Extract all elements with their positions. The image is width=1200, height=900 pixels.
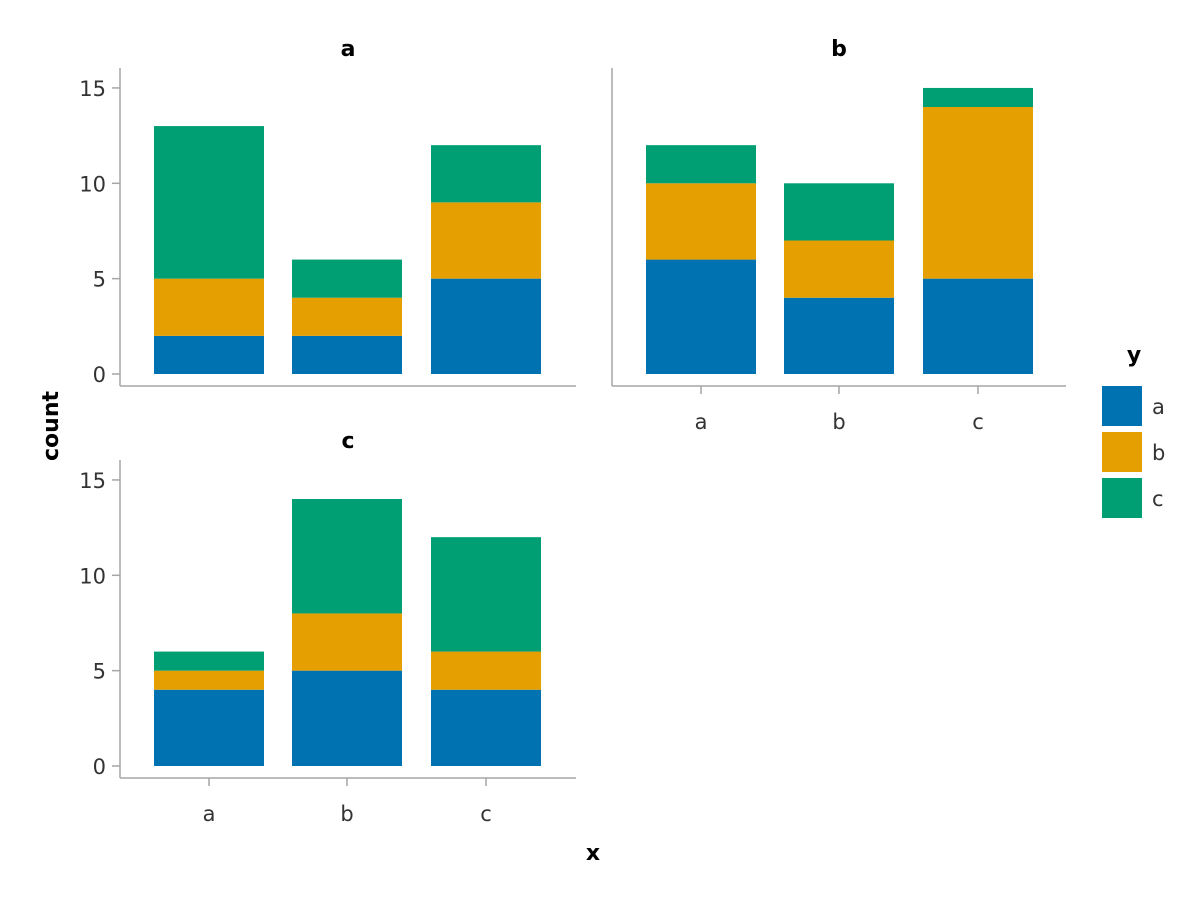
bar-segment-b-c (784, 183, 894, 241)
y-tick-label: 0 (93, 363, 106, 387)
bar-segment-b-a (292, 335, 402, 374)
y-axis-title: count (39, 391, 64, 461)
bar-segment-b-b (784, 240, 894, 298)
bar-segment-a-b (154, 278, 264, 336)
bar-segment-a-b (154, 670, 264, 690)
x-tick-label: c (480, 802, 492, 826)
bar-segment-b-a (292, 670, 402, 766)
x-tick-label: c (972, 410, 984, 434)
bar-segment-a-a (154, 689, 264, 766)
x-axis-title: x (586, 841, 600, 866)
bar-segment-a-a (154, 335, 264, 374)
legend-swatch-b (1102, 432, 1142, 472)
legend-swatch-c (1102, 478, 1142, 518)
y-tick-label: 15 (79, 77, 106, 101)
bar-segment-b-a (784, 297, 894, 374)
legend-label-a: a (1152, 395, 1165, 419)
y-tick-label: 5 (93, 268, 106, 292)
bar-segment-c-b (431, 202, 541, 279)
y-tick-label: 10 (79, 172, 106, 196)
bar-segment-c-a (431, 689, 541, 766)
facet-panel-c: c 0 5 10 15 a b c (79, 429, 576, 826)
bar-segment-c-c (923, 87, 1033, 108)
facet-panel-b: b a b c (611, 37, 1066, 434)
facet-title: c (341, 429, 354, 454)
facet-panel-a: a 0 5 10 15 (79, 37, 576, 387)
y-tick-label: 15 (79, 469, 106, 493)
bar-segment-c-b (431, 651, 541, 690)
bar-segment-b-c (292, 499, 402, 614)
bar-segment-c-a (431, 278, 541, 374)
legend-label-b: b (1152, 441, 1165, 465)
bar-segment-a-a (646, 259, 756, 374)
bar-segment-b-c (292, 259, 402, 298)
facet-title: b (831, 37, 847, 62)
bar-segment-c-c (431, 145, 541, 203)
facets-layer: a 0 5 10 15 b a b c c 0 5 10 15 a b c (79, 37, 1066, 826)
x-tick-label: a (203, 802, 216, 826)
bar-segment-a-c (154, 651, 264, 671)
bar-segment-c-a (923, 278, 1033, 374)
bar-segment-c-c (431, 537, 541, 652)
legend-label-c: c (1152, 487, 1164, 511)
bar-segment-b-b (292, 613, 402, 671)
bar-segment-a-c (646, 145, 756, 184)
bar-segment-b-b (292, 297, 402, 336)
y-tick-label: 0 (93, 755, 106, 779)
legend: y abc (1102, 343, 1165, 518)
bar-segment-c-b (923, 107, 1033, 279)
facet-title: a (341, 37, 356, 62)
bar-segment-a-c (154, 126, 264, 279)
x-tick-label: b (832, 410, 845, 434)
legend-swatch-a (1102, 386, 1142, 426)
x-tick-label: b (340, 802, 353, 826)
legend-title: y (1127, 343, 1141, 368)
bar-segment-a-b (646, 183, 756, 260)
y-tick-label: 5 (93, 660, 106, 684)
y-tick-label: 10 (79, 564, 106, 588)
x-tick-label: a (695, 410, 708, 434)
